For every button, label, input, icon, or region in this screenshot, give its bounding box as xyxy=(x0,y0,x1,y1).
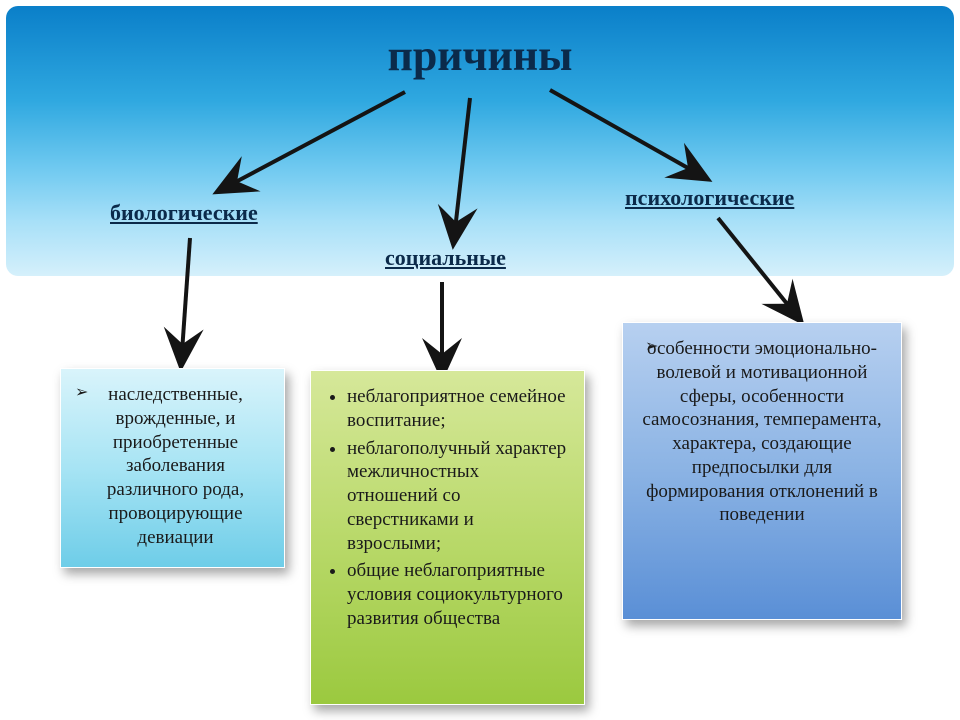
box-bio: ➢ наследственные, врожденные, и приобрет… xyxy=(60,368,285,568)
list-item: неблагоприятное семейное воспитание; xyxy=(347,385,570,433)
list-item: общие неблагоприятные условия социокульт… xyxy=(347,559,570,630)
category-bio: биологические xyxy=(110,200,258,226)
box-soc: неблагоприятное семейное воспитание; неб… xyxy=(310,370,585,705)
bullet-icon: ➢ xyxy=(645,337,658,357)
title-text: причины xyxy=(387,31,572,80)
category-psy-label: психологические xyxy=(625,185,794,210)
list-item: неблагополучный характер межличностных о… xyxy=(347,437,570,556)
box-bio-text: наследственные, врожденные, и приобретен… xyxy=(75,383,270,549)
page-title: причины xyxy=(0,30,960,81)
category-bio-label: биологические xyxy=(110,200,258,225)
category-soc: социальные xyxy=(385,245,506,271)
category-soc-label: социальные xyxy=(385,245,506,270)
box-psy-text: особенности эмоционально-волевой и мотив… xyxy=(637,337,887,527)
bullet-icon: ➢ xyxy=(75,383,88,403)
box-soc-list: неблагоприятное семейное воспитание; неб… xyxy=(325,385,570,631)
box-psy: ➢ особенности эмоционально-волевой и мот… xyxy=(622,322,902,620)
category-psy: психологические xyxy=(625,185,794,211)
